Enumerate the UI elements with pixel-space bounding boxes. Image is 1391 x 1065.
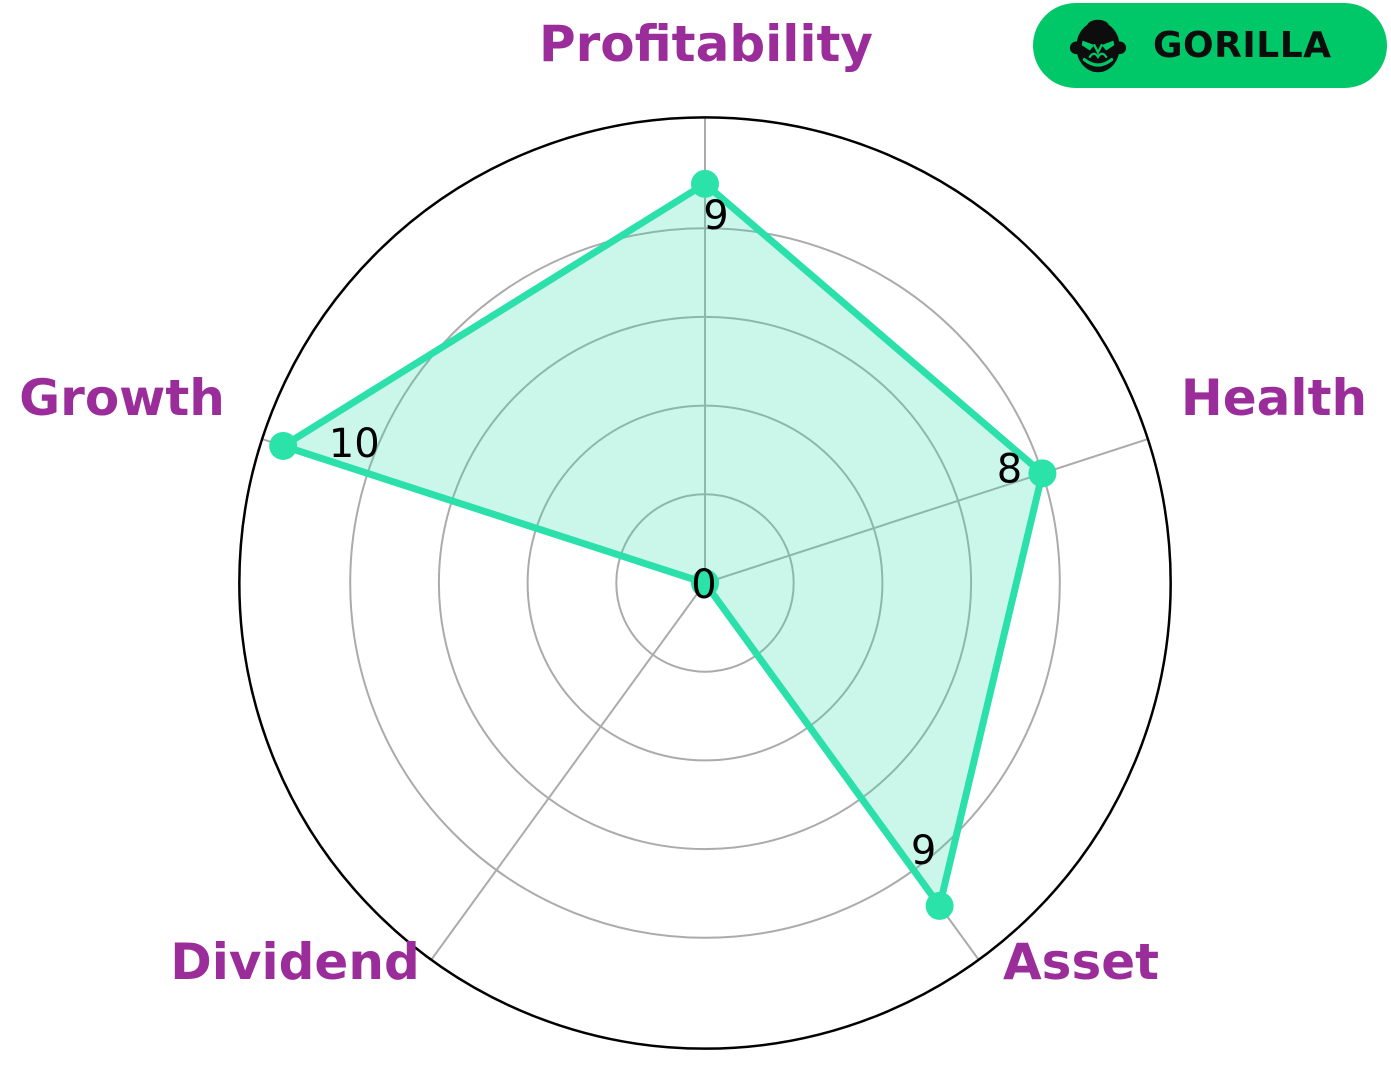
axis-label-health: Health (1180, 369, 1368, 427)
data-point-marker (1028, 459, 1057, 488)
value-label: 9 (703, 193, 728, 239)
value-label: 10 (329, 421, 380, 467)
axis-label-profitability: Profitability (538, 15, 874, 73)
radar-spoke (704, 438, 1149, 584)
axis-label-asset: Asset (1002, 933, 1160, 991)
data-point-marker (925, 891, 954, 920)
gorilla-icon (1069, 19, 1127, 72)
data-point-marker (691, 169, 719, 198)
axis-label-growth: Growth (19, 369, 225, 427)
radar-polygon (279, 180, 1046, 910)
radar-outer-circle (238, 116, 1172, 1050)
data-point-marker (691, 569, 719, 597)
value-label: 0 (691, 562, 716, 608)
value-label: 9 (911, 828, 936, 874)
axis-label-dividend: Dividend (170, 933, 420, 991)
brand-badge-label: GORILLA (1153, 24, 1332, 66)
data-point-marker (269, 431, 298, 460)
value-label: 8 (997, 446, 1022, 492)
radar-spoke (430, 582, 706, 961)
radar-fill (283, 183, 1043, 906)
brand-badge: GORILLA (1033, 3, 1387, 88)
